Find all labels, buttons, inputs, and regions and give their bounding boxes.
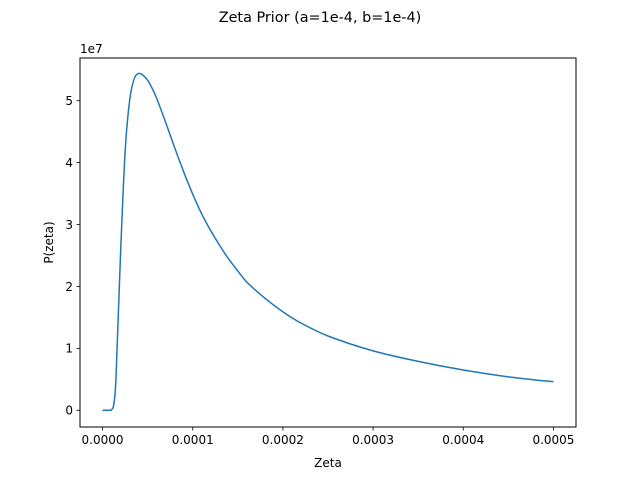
plot-area bbox=[102, 72, 554, 412]
series-line bbox=[102, 72, 554, 412]
x-tick-label: 0.0005 bbox=[532, 433, 574, 447]
chart-title: Zeta Prior (a=1e-4, b=1e-4) bbox=[219, 10, 422, 26]
y-tick-label: 1 bbox=[65, 342, 73, 356]
x-axis-label: Zeta bbox=[314, 456, 342, 470]
x-tick-label: 0.0000 bbox=[82, 433, 124, 447]
y-tick-label: 0 bbox=[65, 404, 73, 418]
x-tick-label: 0.0002 bbox=[262, 433, 304, 447]
y-tick-label: 4 bbox=[65, 156, 73, 170]
x-tick-label: 0.0003 bbox=[352, 433, 394, 447]
y-tick-label: 2 bbox=[65, 280, 73, 294]
x-tick-label: 0.0004 bbox=[442, 433, 484, 447]
x-tick-label: 0.0001 bbox=[172, 433, 214, 447]
y-tick-label: 3 bbox=[65, 218, 73, 232]
axes-frame bbox=[79, 57, 577, 428]
y-offset-text: 1e7 bbox=[80, 42, 103, 56]
y-axis-label: P(zeta) bbox=[42, 221, 56, 263]
y-tick-label: 5 bbox=[65, 94, 73, 108]
ticks-layer: 0.0000 0.0001 0.0002 0.0003 0.0004 0.0005 0 1 2 3… bbox=[65, 94, 574, 447]
